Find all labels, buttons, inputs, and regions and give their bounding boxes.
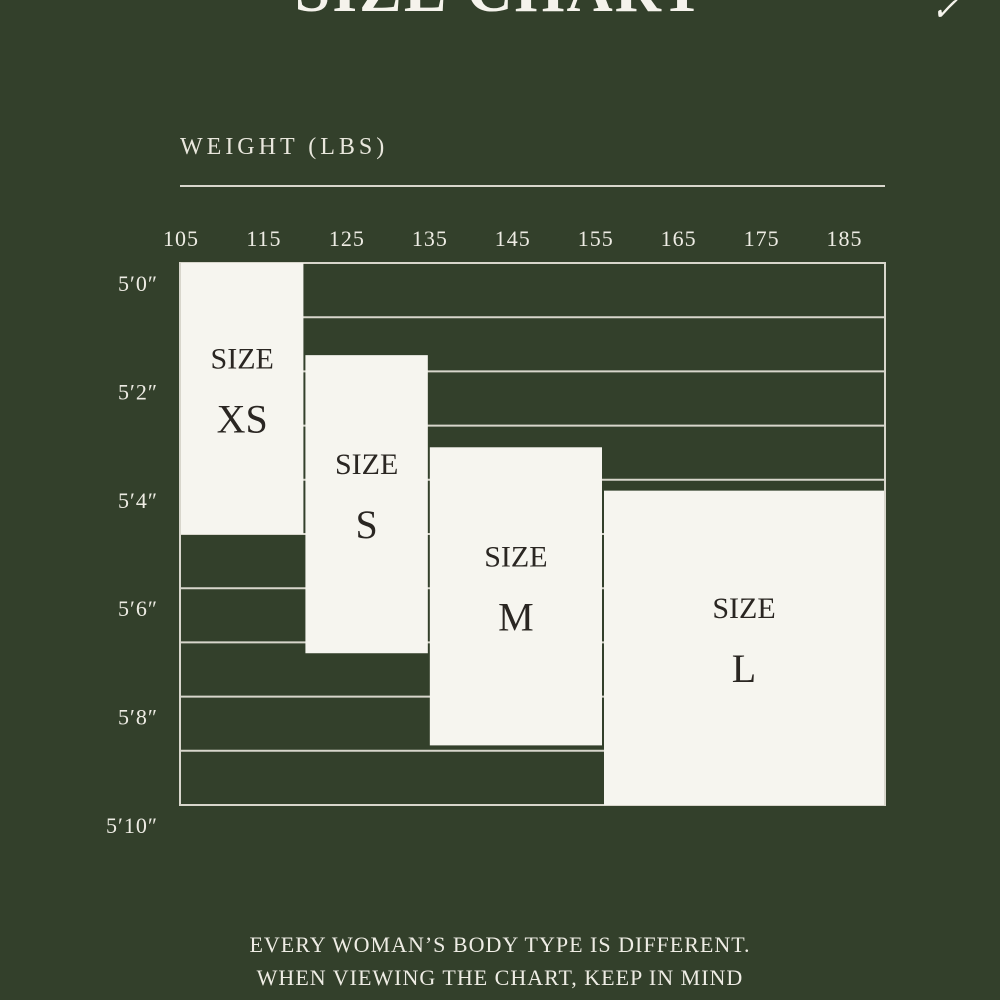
page-title: SIZE CHART [0, 0, 1000, 22]
size-box-name: L [732, 646, 756, 691]
weight-axis-rule [180, 185, 885, 187]
height-tick-label: 5′2″ [118, 379, 158, 404]
size-box-xs [181, 263, 304, 534]
weight-tick-label: 125 [329, 226, 365, 251]
size-box-name: M [498, 594, 534, 639]
weight-axis-label: WEIGHT (LBS) [180, 134, 389, 160]
weight-tick-label: 105 [163, 226, 199, 251]
disclaimer-line-1: EVERY WOMAN’S BODY TYPE IS DIFFERENT. [249, 932, 751, 957]
size-box-name: S [355, 502, 377, 547]
height-tick-label: 5′8″ [118, 705, 158, 730]
weight-tick-label: 175 [744, 226, 780, 251]
disclaimer: EVERY WOMAN’S BODY TYPE IS DIFFERENT. WH… [0, 928, 1000, 994]
size-box-prefix: SIZE [335, 448, 398, 481]
size-box-s [305, 355, 428, 654]
size-box-l [604, 490, 884, 805]
weight-tick-label: 155 [578, 226, 614, 251]
weight-tick-label: 115 [246, 226, 281, 251]
height-tick-label: 5′4″ [118, 488, 158, 513]
brand-mark-icon: ✓ [931, 0, 958, 27]
size-box-prefix: SIZE [712, 592, 775, 625]
size-box-prefix: SIZE [484, 540, 547, 573]
height-tick-label: 5′6″ [118, 596, 158, 621]
weight-tick-label: 185 [827, 226, 863, 251]
size-box-m [429, 447, 602, 746]
weight-tick-label: 145 [495, 226, 531, 251]
size-box-name: XS [217, 397, 268, 442]
weight-tick-label: 165 [661, 226, 697, 251]
height-tick-label: 5′10″ [106, 813, 158, 838]
disclaimer-line-2: WHEN VIEWING THE CHART, KEEP IN MIND [256, 965, 744, 990]
size-box-prefix: SIZE [211, 343, 274, 376]
weight-tick-label: 135 [412, 226, 448, 251]
height-tick-label: 5′0″ [118, 271, 158, 296]
